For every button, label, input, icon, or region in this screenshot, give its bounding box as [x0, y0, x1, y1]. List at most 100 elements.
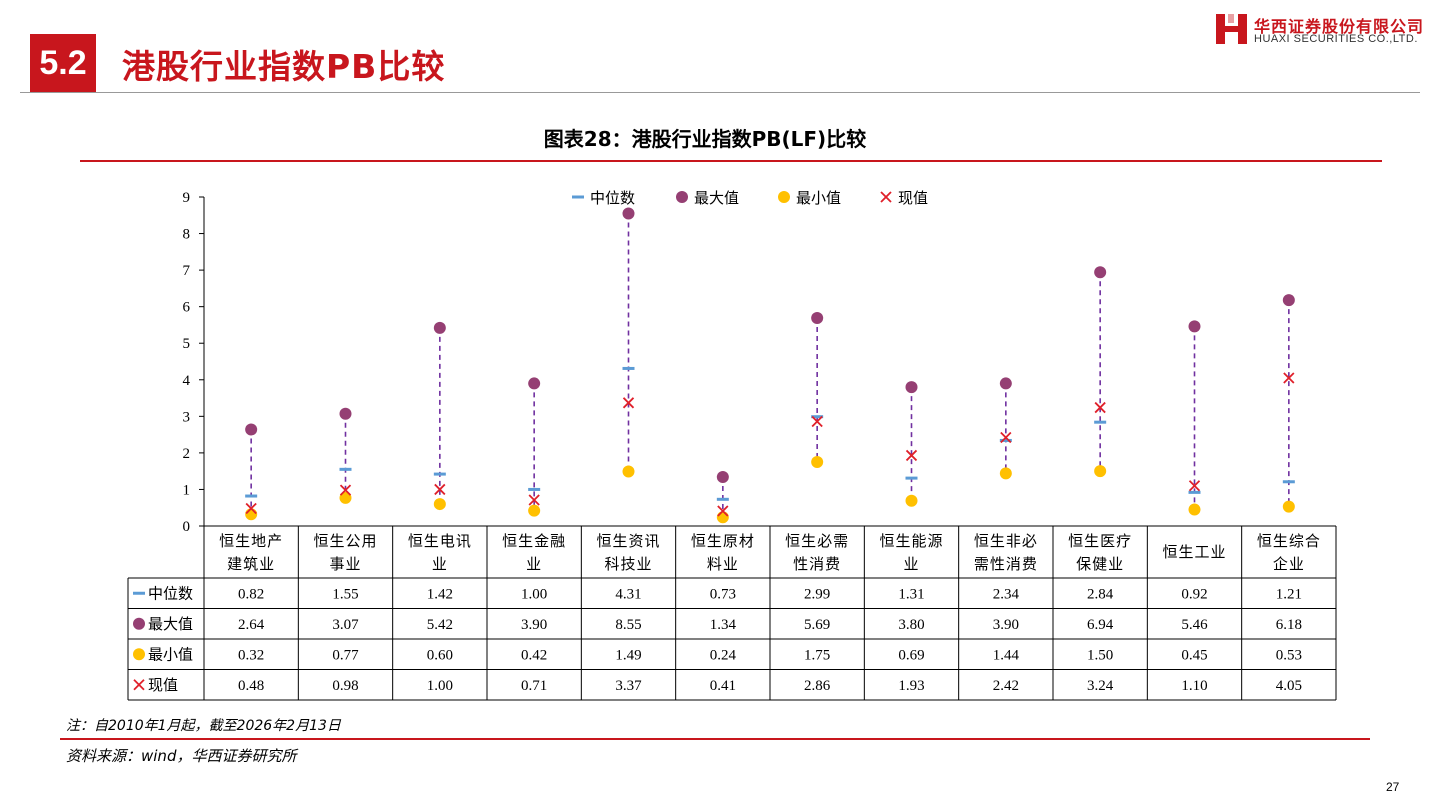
- table-cell-value: 1.21: [1276, 586, 1302, 602]
- data-source: 资料来源：wind，华西证券研究所: [66, 747, 297, 765]
- row-key-label: 最大值: [148, 615, 193, 633]
- min-point: [245, 508, 258, 521]
- table-cell-value: 0.73: [710, 586, 736, 602]
- table-cell-value: 5.69: [804, 617, 830, 633]
- table-cell-value: 0.92: [1181, 586, 1207, 602]
- category-label: 事业: [329, 555, 361, 573]
- table-cell-value: 5.42: [427, 617, 453, 633]
- legend-marker-1: [676, 191, 688, 203]
- table-cell-value: 3.37: [615, 678, 642, 694]
- max-point: [1188, 320, 1201, 333]
- table-cell-value: 1.42: [427, 586, 453, 602]
- logo-english-name: HUAXI SECURITIES CO.,LTD.: [1254, 33, 1418, 45]
- y-tick-label: 2: [183, 446, 191, 462]
- current-mark: [245, 502, 257, 515]
- row-key-label: 现值: [148, 676, 178, 694]
- max-point: [905, 381, 918, 394]
- category-label: 恒生电讯: [408, 532, 472, 550]
- legend-marker-3: [880, 191, 892, 203]
- table-cell-value: 2.64: [238, 617, 265, 633]
- min-point: [716, 511, 729, 524]
- legend-label: 最小值: [796, 189, 841, 207]
- category-label: 业: [526, 555, 542, 573]
- category-label: 恒生工业: [1162, 543, 1226, 561]
- chart-note: 注：自2010年1月起，截至2026年2月13日: [66, 718, 341, 734]
- legend-marker-2: [778, 191, 790, 203]
- table-cell-value: 0.45: [1181, 647, 1207, 663]
- min-point: [528, 504, 541, 517]
- max-point: [1282, 294, 1295, 307]
- table-cell-value: 2.86: [804, 678, 831, 694]
- table-cell-value: 0.98: [332, 678, 358, 694]
- table-cell-value: 5.46: [1181, 617, 1208, 633]
- section-title: 港股行业指数PB比较: [122, 47, 446, 86]
- max-point: [622, 207, 635, 220]
- max-point: [1094, 266, 1107, 279]
- category-label: 恒生必需: [785, 532, 849, 550]
- table-cell-value: 3.24: [1087, 678, 1114, 694]
- table-cell-value: 1.75: [804, 647, 830, 663]
- row-key-label: 最小值: [148, 645, 193, 663]
- max-point: [245, 423, 258, 436]
- category-label: 企业: [1273, 555, 1305, 573]
- min-point: [433, 498, 446, 511]
- table-cell-value: 3.90: [993, 617, 1019, 633]
- table-cell-value: 3.90: [521, 617, 547, 633]
- category-label: 恒生能源: [879, 532, 943, 550]
- table-cell-value: 1.10: [1181, 678, 1207, 694]
- category-label: 恒生综合: [1257, 532, 1321, 550]
- min-point: [622, 465, 635, 478]
- category-label: 恒生金融: [502, 532, 566, 550]
- table-cell-value: 1.55: [332, 586, 358, 602]
- table-cell-value: 0.32: [238, 647, 264, 663]
- header-divider: [20, 92, 1420, 93]
- legend-label: 最大值: [694, 189, 739, 207]
- table-cell-value: 1.50: [1087, 647, 1113, 663]
- max-point: [811, 311, 824, 324]
- table-cell-value: 1.31: [898, 586, 924, 602]
- category-label: 恒生资讯: [596, 532, 660, 550]
- row-key-marker: [133, 679, 145, 691]
- huaxi-logo-icon: [1216, 14, 1247, 44]
- y-tick-label: 0: [183, 519, 191, 535]
- table-cell-value: 0.53: [1276, 647, 1302, 663]
- max-point: [339, 407, 352, 420]
- current-mark: [1283, 372, 1295, 384]
- y-tick-label: 6: [183, 300, 191, 316]
- table-cell-value: 1.00: [427, 678, 453, 694]
- table-cell-value: 1.93: [898, 678, 924, 694]
- table-cell-value: 4.31: [615, 586, 641, 602]
- table-cell-value: 1.44: [993, 647, 1020, 663]
- table-cell-value: 0.71: [521, 678, 547, 694]
- table-cell-value: 3.80: [898, 617, 924, 633]
- current-mark: [622, 397, 635, 409]
- min-point: [811, 456, 824, 469]
- page-number: 27: [1386, 780, 1400, 794]
- min-point: [1282, 500, 1295, 513]
- y-tick-label: 9: [183, 190, 191, 206]
- category-label: 恒生医疗: [1068, 532, 1132, 550]
- table-cell-value: 0.82: [238, 586, 264, 602]
- company-logo: 华西证券股份有限公司 HUAXI SECURITIES CO.,LTD.: [1214, 12, 1434, 50]
- category-label: 恒生公用: [313, 532, 377, 550]
- y-tick-label: 4: [183, 373, 191, 389]
- table-cell-value: 8.55: [615, 617, 641, 633]
- chart-title: 图表28：港股行业指数PB(LF)比较: [543, 127, 867, 151]
- category-label: 恒生原材: [691, 532, 755, 550]
- row-key-marker: [133, 648, 145, 661]
- current-mark: [1000, 431, 1012, 444]
- min-point: [1188, 503, 1201, 516]
- max-point: [716, 471, 729, 484]
- footer-divider: [60, 738, 1370, 740]
- min-point: [339, 491, 352, 504]
- current-mark: [717, 505, 729, 517]
- table-cell-value: 6.18: [1276, 617, 1302, 633]
- row-key-label: 中位数: [148, 584, 193, 602]
- table-cell-value: 3.07: [332, 617, 359, 633]
- category-label: 恒生非必: [974, 532, 1038, 550]
- table-cell-value: 4.05: [1276, 678, 1302, 694]
- category-label: 需性消费: [974, 555, 1038, 573]
- table-cell-value: 0.77: [332, 647, 359, 663]
- y-tick-label: 3: [183, 409, 191, 425]
- current-mark: [811, 415, 823, 428]
